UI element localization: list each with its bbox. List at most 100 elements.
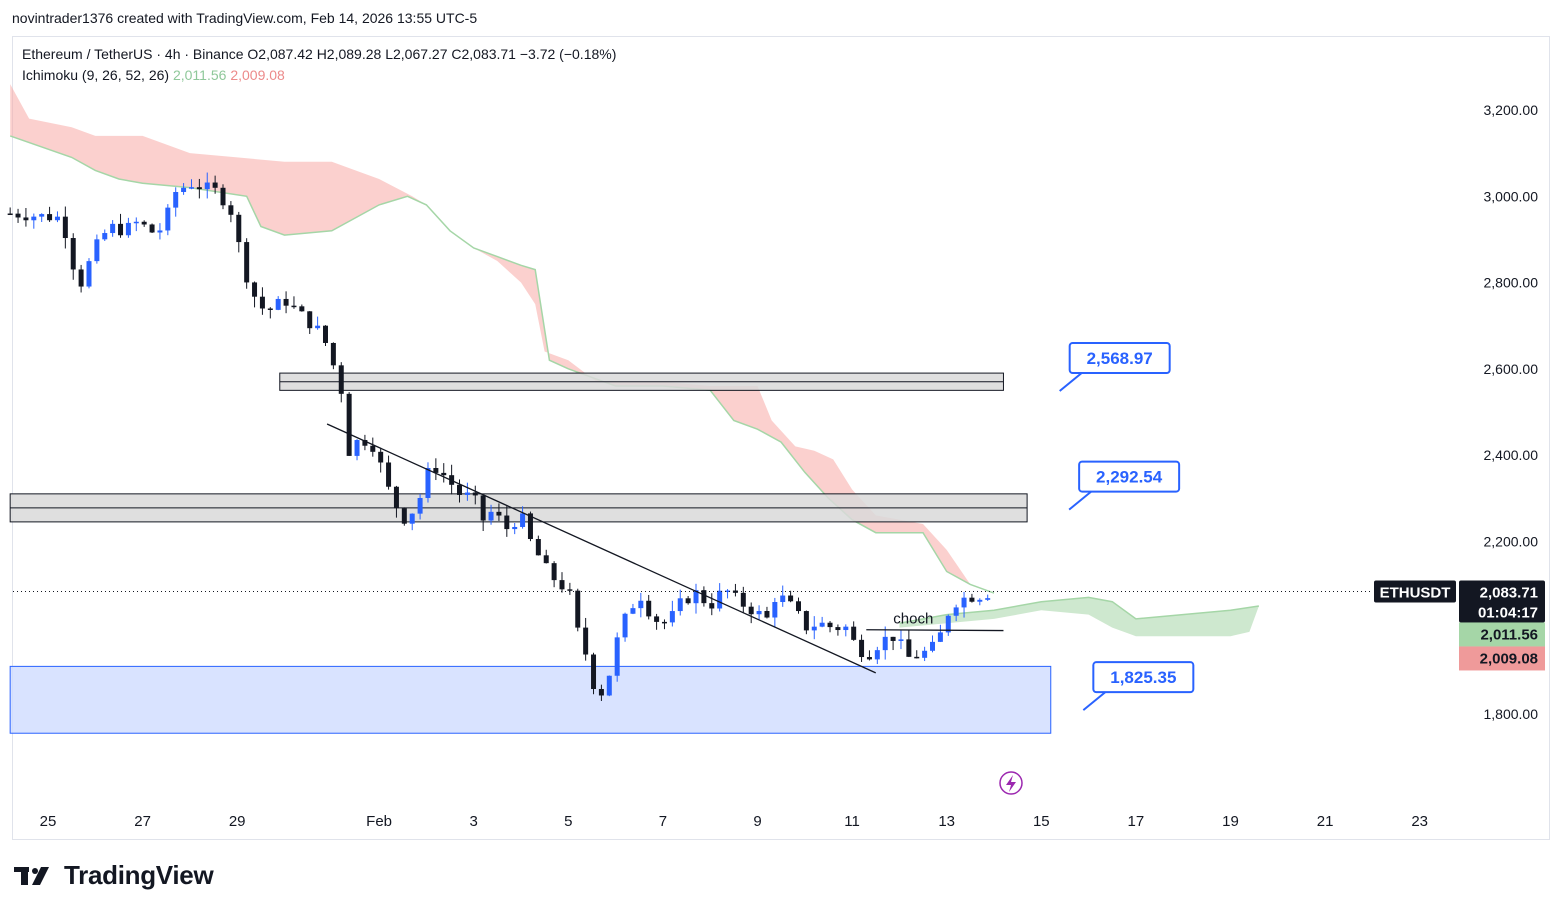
candle-body[interactable] xyxy=(811,626,817,631)
candle-body[interactable] xyxy=(259,296,265,309)
candle-body[interactable] xyxy=(559,580,565,590)
candle-body[interactable] xyxy=(149,224,155,233)
candle-body[interactable] xyxy=(567,589,573,591)
candle-body[interactable] xyxy=(346,393,352,456)
candle-body[interactable] xyxy=(267,308,273,310)
price-callout-box[interactable] xyxy=(1092,661,1195,694)
candle-body[interactable] xyxy=(54,216,60,221)
candle-body[interactable] xyxy=(709,603,715,609)
candle-body[interactable] xyxy=(86,261,92,287)
candle-body[interactable] xyxy=(31,216,37,221)
candle-body[interactable] xyxy=(961,597,967,608)
candle-body[interactable] xyxy=(315,325,321,329)
candle-body[interactable] xyxy=(393,486,399,509)
candle-body[interactable] xyxy=(930,641,936,651)
candle-body[interactable] xyxy=(362,440,368,446)
candle-body[interactable] xyxy=(969,597,975,602)
candle-body[interactable] xyxy=(575,590,581,628)
candle-body[interactable] xyxy=(937,632,943,642)
legend-indicator-name[interactable]: Ichimoku (9, 26, 52, 26) xyxy=(22,67,170,83)
candle-body[interactable] xyxy=(244,242,250,283)
last-price-axis-label[interactable]: 2,083.71 01:04:17 xyxy=(1459,580,1545,623)
candle-body[interactable] xyxy=(188,187,194,189)
candle-body[interactable] xyxy=(874,650,880,660)
candle-body[interactable] xyxy=(386,462,392,487)
time-axis[interactable]: 25 27 29 Feb 3 5 7 9 11 13 15 17 19 21 23 xyxy=(40,813,1428,830)
indicator-axis-label[interactable]: 2,011.56 xyxy=(1459,622,1545,647)
candle-body[interactable] xyxy=(851,626,857,640)
candle-body[interactable] xyxy=(118,223,124,236)
candle-body[interactable] xyxy=(299,306,305,312)
candle-body[interactable] xyxy=(512,526,518,530)
candle-body[interactable] xyxy=(457,484,463,495)
candle-body[interactable] xyxy=(401,508,407,524)
candle-body[interactable] xyxy=(906,639,912,657)
candle-body[interactable] xyxy=(764,610,770,618)
chart-frame[interactable] xyxy=(12,36,1550,840)
candle-body[interactable] xyxy=(843,626,849,631)
candle-body[interactable] xyxy=(338,365,344,394)
lightning-event-icon[interactable] xyxy=(999,771,1023,795)
candle-body[interactable] xyxy=(236,214,242,243)
candle-body[interactable] xyxy=(606,675,612,696)
candle-body[interactable] xyxy=(378,451,384,463)
candle-body[interactable] xyxy=(520,513,526,527)
candle-body[interactable] xyxy=(370,445,376,452)
candle-body[interactable] xyxy=(614,637,620,676)
candle-body[interactable] xyxy=(622,613,628,638)
candle-body[interactable] xyxy=(795,601,801,612)
candle-body[interactable] xyxy=(125,222,131,236)
candle-body[interactable] xyxy=(464,492,470,495)
candle-body[interactable] xyxy=(638,600,644,609)
candle-body[interactable] xyxy=(480,495,486,521)
candle-body[interactable] xyxy=(322,325,328,343)
candle-body[interactable] xyxy=(788,595,794,602)
candle-body[interactable] xyxy=(212,182,218,188)
candle-body[interactable] xyxy=(827,622,833,628)
candle-body[interactable] xyxy=(780,595,786,603)
candle-body[interactable] xyxy=(102,233,108,240)
candle-body[interactable] xyxy=(866,657,872,660)
candle-body[interactable] xyxy=(717,590,723,609)
candle-body[interactable] xyxy=(504,515,510,530)
candle-body[interactable] xyxy=(835,627,841,631)
demand-zone[interactable] xyxy=(9,665,1052,734)
candle-body[interactable] xyxy=(977,599,983,602)
candle-body[interactable] xyxy=(985,598,991,600)
candle-body[interactable] xyxy=(94,239,100,262)
candle-body[interactable] xyxy=(669,611,675,623)
candle-body[interactable] xyxy=(953,607,959,616)
candle-body[interactable] xyxy=(472,492,478,496)
candle-body[interactable] xyxy=(725,590,731,593)
candle-body[interactable] xyxy=(756,610,762,615)
candle-body[interactable] xyxy=(23,217,29,221)
candle-body[interactable] xyxy=(15,213,21,218)
candle-body[interactable] xyxy=(685,598,691,604)
price-callout-box[interactable] xyxy=(1068,341,1171,374)
legend-symbol[interactable]: Ethereum / TetherUS · 4h · Binance xyxy=(22,46,244,62)
candle-body[interactable] xyxy=(535,539,541,556)
candle-body[interactable] xyxy=(803,611,809,631)
candle-body[interactable] xyxy=(677,598,683,612)
candle-body[interactable] xyxy=(441,472,447,476)
candle-body[interactable] xyxy=(165,207,171,231)
candle-body[interactable] xyxy=(772,602,778,618)
candle-body[interactable] xyxy=(914,656,920,659)
candle-body[interactable] xyxy=(330,342,336,366)
candle-body[interactable] xyxy=(307,311,313,329)
candle-body[interactable] xyxy=(661,621,667,624)
candle-body[interactable] xyxy=(354,440,360,456)
candle-body[interactable] xyxy=(425,467,431,498)
candle-body[interactable] xyxy=(551,563,557,581)
candle-body[interactable] xyxy=(275,298,281,310)
tradingview-logo[interactable]: TradingView xyxy=(14,860,214,891)
candle-body[interactable] xyxy=(291,305,297,308)
choch-line[interactable] xyxy=(866,629,1004,632)
candle-body[interactable] xyxy=(157,230,163,233)
candle-body[interactable] xyxy=(70,238,76,270)
candle-body[interactable] xyxy=(591,654,597,689)
candle-body[interactable] xyxy=(488,511,494,521)
indicator-axis-label[interactable]: 2,009.08 xyxy=(1459,646,1545,671)
candle-body[interactable] xyxy=(417,497,423,514)
